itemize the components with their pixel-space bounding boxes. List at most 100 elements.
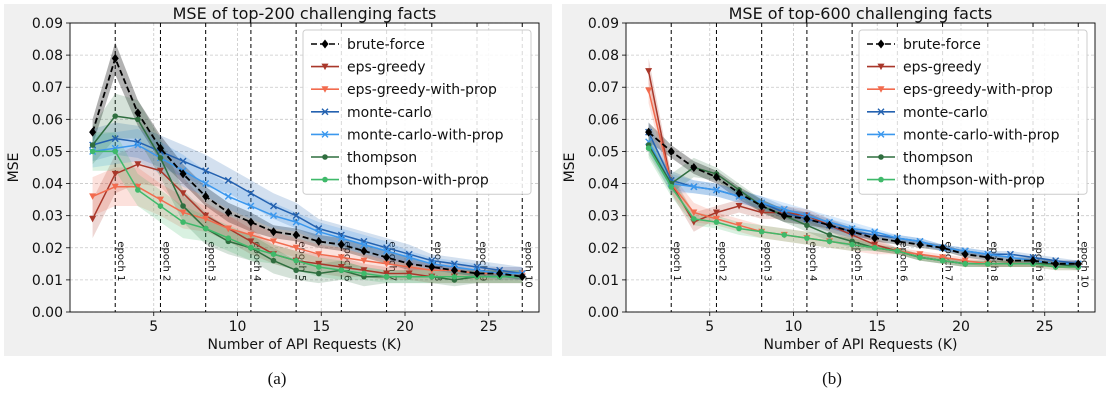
data-point-thompson xyxy=(157,155,164,161)
data-point-thompson-with-prop xyxy=(736,225,742,232)
epoch-label: epoch 6 xyxy=(897,241,908,281)
data-point-eps-greedy-with-prop xyxy=(156,196,164,204)
y-tick-label: 0.05 xyxy=(588,144,619,160)
legend-label: eps-greedy xyxy=(903,60,982,76)
data-point-brute-force xyxy=(1052,259,1060,269)
data-point-eps-greedy xyxy=(179,190,187,197)
legend-box xyxy=(858,29,1088,195)
data-point-brute-force xyxy=(848,227,856,237)
legend: brute-force eps-greedy eps-greedy-with-pro… xyxy=(302,29,532,195)
x-tick-label: 20 xyxy=(396,319,414,335)
data-point-thompson-with-prop xyxy=(849,241,855,248)
data-point-thompson xyxy=(804,222,810,229)
data-point-brute-force xyxy=(984,252,992,262)
data-point-brute-force xyxy=(202,191,210,201)
y-tick-label: 0.03 xyxy=(588,209,619,225)
legend-marker xyxy=(877,63,885,71)
y-axis-label: MSE xyxy=(6,153,22,183)
chart-panel-b: 0.00 0.01 0.02 0.03 0.04 0.05 0.06 0.07 0.08 0.09… xyxy=(562,4,1106,356)
y-tick-label: 0.02 xyxy=(32,241,63,257)
data-point-brute-force xyxy=(916,240,924,250)
data-point-thompson xyxy=(112,113,119,119)
y-tick-label: 0.01 xyxy=(588,273,619,289)
data-point-eps-greedy-with-prop xyxy=(961,257,969,265)
data-point-eps-greedy-with-prop xyxy=(247,231,255,239)
data-point-monte-carlo xyxy=(292,212,300,220)
data-point-brute-force xyxy=(893,236,901,246)
data-point-brute-force xyxy=(758,201,766,211)
data-point-thompson-with-prop xyxy=(180,219,186,225)
data-point-thompson-with-prop xyxy=(383,273,390,280)
data-point-eps-greedy-with-prop xyxy=(224,225,232,233)
data-point-thompson xyxy=(293,267,299,274)
data-point-monte-carlo-with-prop xyxy=(270,212,278,220)
y-tick-label: 0.08 xyxy=(32,48,63,64)
data-point-thompson-with-prop xyxy=(112,148,119,155)
y-tick-label: 0.08 xyxy=(588,48,619,64)
data-point-brute-force xyxy=(134,108,142,118)
data-point-brute-force xyxy=(712,172,720,182)
data-point-thompson-with-prop xyxy=(89,148,96,155)
data-point-eps-greedy xyxy=(758,209,766,216)
legend-marker xyxy=(321,63,329,71)
data-point-thompson xyxy=(315,270,322,277)
legend-label: monte-carlo-with-prop xyxy=(347,127,504,143)
epoch-label: epoch 2 xyxy=(160,241,171,281)
epoch-label: epoch 10 xyxy=(522,241,533,287)
epoch-label: epoch 5 xyxy=(852,241,863,281)
data-point-eps-greedy-with-prop xyxy=(89,193,97,200)
data-point-thompson-with-prop xyxy=(894,248,901,254)
confidence-band-eps-greedy xyxy=(648,58,1079,267)
caption-b: (b) xyxy=(822,369,842,388)
data-point-brute-force xyxy=(337,240,345,250)
data-point-monte-carlo xyxy=(111,135,119,143)
data-point-monte-carlo-with-prop xyxy=(405,253,413,261)
confidence-band-thompson xyxy=(648,135,1079,271)
data-point-brute-force xyxy=(496,268,504,278)
legend-label: thompson-with-prop xyxy=(347,173,489,189)
data-point-monte-carlo-with-prop xyxy=(202,180,210,188)
y-tick-label: 0.00 xyxy=(32,305,63,321)
epoch-label: epoch 1 xyxy=(115,241,126,281)
data-point-thompson-with-prop xyxy=(781,232,788,238)
chart-title: MSE of top-200 challenging facts xyxy=(173,4,437,23)
legend-label: thompson xyxy=(347,150,417,166)
x-axis-label: Number of API Requests (K) xyxy=(764,337,958,353)
data-point-brute-force xyxy=(383,252,391,262)
data-point-monte-carlo xyxy=(247,189,255,197)
y-tick-label: 0.06 xyxy=(32,112,63,128)
x-tick-label: 5 xyxy=(705,319,714,335)
data-point-brute-force xyxy=(961,249,969,259)
data-point-brute-force xyxy=(690,163,698,172)
x-tick-label: 5 xyxy=(149,319,158,335)
data-point-brute-force xyxy=(270,227,278,237)
data-point-eps-greedy xyxy=(735,203,743,210)
series-line-eps-greedy-with-prop xyxy=(92,186,523,275)
data-point-brute-force xyxy=(292,230,300,240)
x-axis-label: Number of API Requests (K) xyxy=(208,337,402,353)
data-point-thompson-with-prop xyxy=(917,254,923,261)
confidence-band-thompson-with-prop xyxy=(92,132,523,284)
x-tick-label: 20 xyxy=(952,319,970,335)
legend-marker xyxy=(321,86,329,93)
data-point-eps-greedy-with-prop xyxy=(939,254,947,261)
data-point-eps-greedy xyxy=(337,264,345,271)
data-point-eps-greedy-with-prop xyxy=(315,251,323,258)
confidence-band-monte-carlo-with-prop xyxy=(648,132,1079,267)
data-point-monte-carlo-with-prop xyxy=(315,228,323,236)
data-point-eps-greedy-with-prop xyxy=(337,254,345,261)
data-point-eps-greedy xyxy=(383,270,391,277)
y-tick-label: 0.09 xyxy=(32,16,63,32)
data-point-eps-greedy-with-prop xyxy=(690,209,698,216)
legend-label: thompson-with-prop xyxy=(903,173,1045,189)
series-line-thompson-with-prop xyxy=(92,150,523,278)
data-point-thompson-with-prop xyxy=(713,219,720,225)
data-point-thompson-with-prop xyxy=(962,261,968,267)
data-point-brute-force xyxy=(871,233,879,243)
epoch-label: epoch 8 xyxy=(988,241,999,281)
data-point-monte-carlo-with-prop xyxy=(690,183,698,191)
legend: brute-force eps-greedy eps-greedy-with-pro… xyxy=(858,29,1088,195)
data-point-eps-greedy xyxy=(156,167,164,175)
data-point-brute-force xyxy=(826,220,834,230)
